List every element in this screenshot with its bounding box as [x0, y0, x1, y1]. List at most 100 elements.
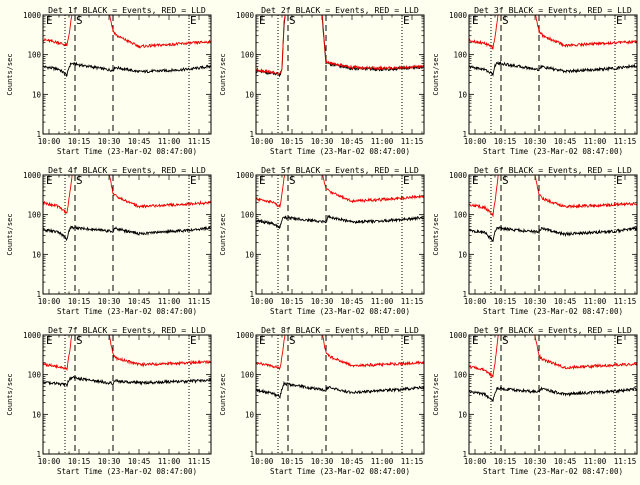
chart-panel-9: Det 9f BLACK = Events, RED = LLD Counts/s…: [432, 325, 638, 476]
y-tick-label: 10: [32, 250, 42, 259]
chart-panel-7: Det 7f BLACK = Events, RED = LLD Counts/s…: [6, 325, 212, 476]
plot-frame: [255, 14, 425, 135]
marker-letter: E: [190, 334, 197, 347]
marker-letter: S: [289, 334, 296, 347]
x-tick-label: 11:00: [158, 297, 181, 306]
marker-letter: E: [259, 14, 266, 27]
y-tick-label: 100: [27, 371, 41, 380]
x-tick-label: 11:00: [371, 137, 394, 146]
x-tick-label: 10:00: [464, 137, 487, 146]
series-line-events: [469, 225, 637, 242]
x-tick-label: 10:30: [311, 297, 334, 306]
y-tick-label: 1000: [23, 11, 42, 20]
x-tick-label: 10:15: [68, 457, 91, 466]
y-axis-label: Counts/sec: [6, 213, 14, 255]
x-tick-label: 10:45: [341, 137, 364, 146]
x-tick-label: 11:15: [188, 137, 211, 146]
y-tick-label: 100: [453, 371, 467, 380]
marker-letter: S: [502, 174, 509, 187]
y-tick-label: 1: [462, 290, 467, 299]
y-tick-label: 1000: [236, 331, 255, 340]
y-axis-label: Counts/sec: [432, 213, 440, 255]
x-axis-label: Start Time (23-Mar-02 08:47:00): [483, 467, 623, 476]
y-tick-label: 1: [249, 450, 254, 459]
y-tick-label: 1000: [449, 11, 468, 20]
y-tick-label: 1: [249, 130, 254, 139]
x-tick-label: 11:00: [584, 297, 607, 306]
y-tick-label: 1: [249, 290, 254, 299]
marker-letter: S: [76, 174, 83, 187]
marker-letter: E: [616, 174, 623, 187]
y-tick-label: 100: [453, 211, 467, 220]
series-line-lld: [469, 15, 637, 50]
x-tick-label: 10:45: [128, 297, 151, 306]
x-tick-label: 11:15: [614, 457, 637, 466]
x-tick-label: 11:00: [584, 137, 607, 146]
x-axis-label: Start Time (23-Mar-02 08:47:00): [57, 467, 197, 476]
y-axis-label: Counts/sec: [432, 53, 440, 95]
chart-title: Det 6f BLACK = Events, RED = LLD: [474, 165, 632, 175]
x-tick-label: 10:15: [494, 137, 517, 146]
series-line-lld: [43, 175, 211, 214]
y-axis-label: Counts/sec: [432, 373, 440, 415]
chart-panel-5: Det 5f BLACK = Events, RED = LLD Counts/s…: [219, 165, 425, 316]
chart-panel-6: Det 6f BLACK = Events, RED = LLD Counts/s…: [432, 165, 638, 316]
marker-letter: S: [76, 14, 83, 27]
marker-letter: S: [502, 334, 509, 347]
plot-frame: [255, 334, 425, 455]
x-tick-label: 10:00: [464, 457, 487, 466]
y-tick-label: 1000: [23, 171, 42, 180]
x-axis-label: Start Time (23-Mar-02 08:47:00): [270, 307, 410, 316]
marker-letter: E: [46, 174, 53, 187]
y-tick-label: 10: [245, 90, 255, 99]
x-tick-label: 10:45: [128, 457, 151, 466]
marker-letter: E: [403, 14, 410, 27]
x-tick-label: 11:15: [401, 137, 424, 146]
x-tick-label: 10:15: [494, 297, 517, 306]
x-tick-label: 11:15: [401, 457, 424, 466]
series-line-events: [43, 61, 211, 78]
series-line-events: [256, 381, 424, 399]
y-tick-label: 100: [240, 211, 254, 220]
y-tick-label: 1000: [236, 171, 255, 180]
x-tick-label: 10:30: [524, 297, 547, 306]
chart-title: Det 7f BLACK = Events, RED = LLD: [48, 325, 206, 335]
series-line-lld: [43, 335, 211, 372]
chart-title: Det 4f BLACK = Events, RED = LLD: [48, 165, 206, 175]
marker-letter: E: [46, 14, 53, 27]
y-tick-label: 1: [462, 130, 467, 139]
y-tick-label: 1: [36, 130, 41, 139]
x-tick-label: 10:00: [251, 137, 274, 146]
series-line-lld: [469, 175, 637, 218]
chart-title: Det 1f BLACK = Events, RED = LLD: [48, 5, 206, 15]
x-tick-label: 10:45: [341, 297, 364, 306]
y-tick-label: 1: [36, 290, 41, 299]
marker-letter: E: [616, 14, 623, 27]
series-line-lld: [469, 335, 637, 379]
chart-panel-3: Det 3f BLACK = Events, RED = LLD Counts/s…: [432, 5, 638, 156]
y-tick-label: 1: [36, 450, 41, 459]
x-tick-label: 11:00: [371, 457, 394, 466]
plot-frame: [42, 14, 212, 135]
marker-letter: E: [403, 174, 410, 187]
y-tick-label: 1: [462, 450, 467, 459]
x-tick-label: 10:00: [38, 137, 61, 146]
series-line-lld: [256, 175, 424, 209]
x-tick-label: 11:15: [401, 297, 424, 306]
y-tick-label: 10: [32, 90, 42, 99]
series-line-lld: [256, 335, 424, 371]
marker-letter: E: [190, 174, 197, 187]
plot-frame: [468, 14, 638, 135]
x-tick-label: 11:00: [371, 297, 394, 306]
x-tick-label: 10:30: [98, 297, 121, 306]
y-tick-label: 10: [32, 410, 42, 419]
x-tick-label: 10:45: [554, 457, 577, 466]
x-tick-label: 10:00: [38, 457, 61, 466]
x-tick-label: 10:30: [311, 137, 334, 146]
series-line-lld: [256, 15, 424, 76]
x-tick-label: 11:00: [158, 457, 181, 466]
y-axis-label: Counts/sec: [219, 373, 227, 415]
series-line-lld: [43, 15, 211, 49]
plot-frame: [42, 174, 212, 295]
